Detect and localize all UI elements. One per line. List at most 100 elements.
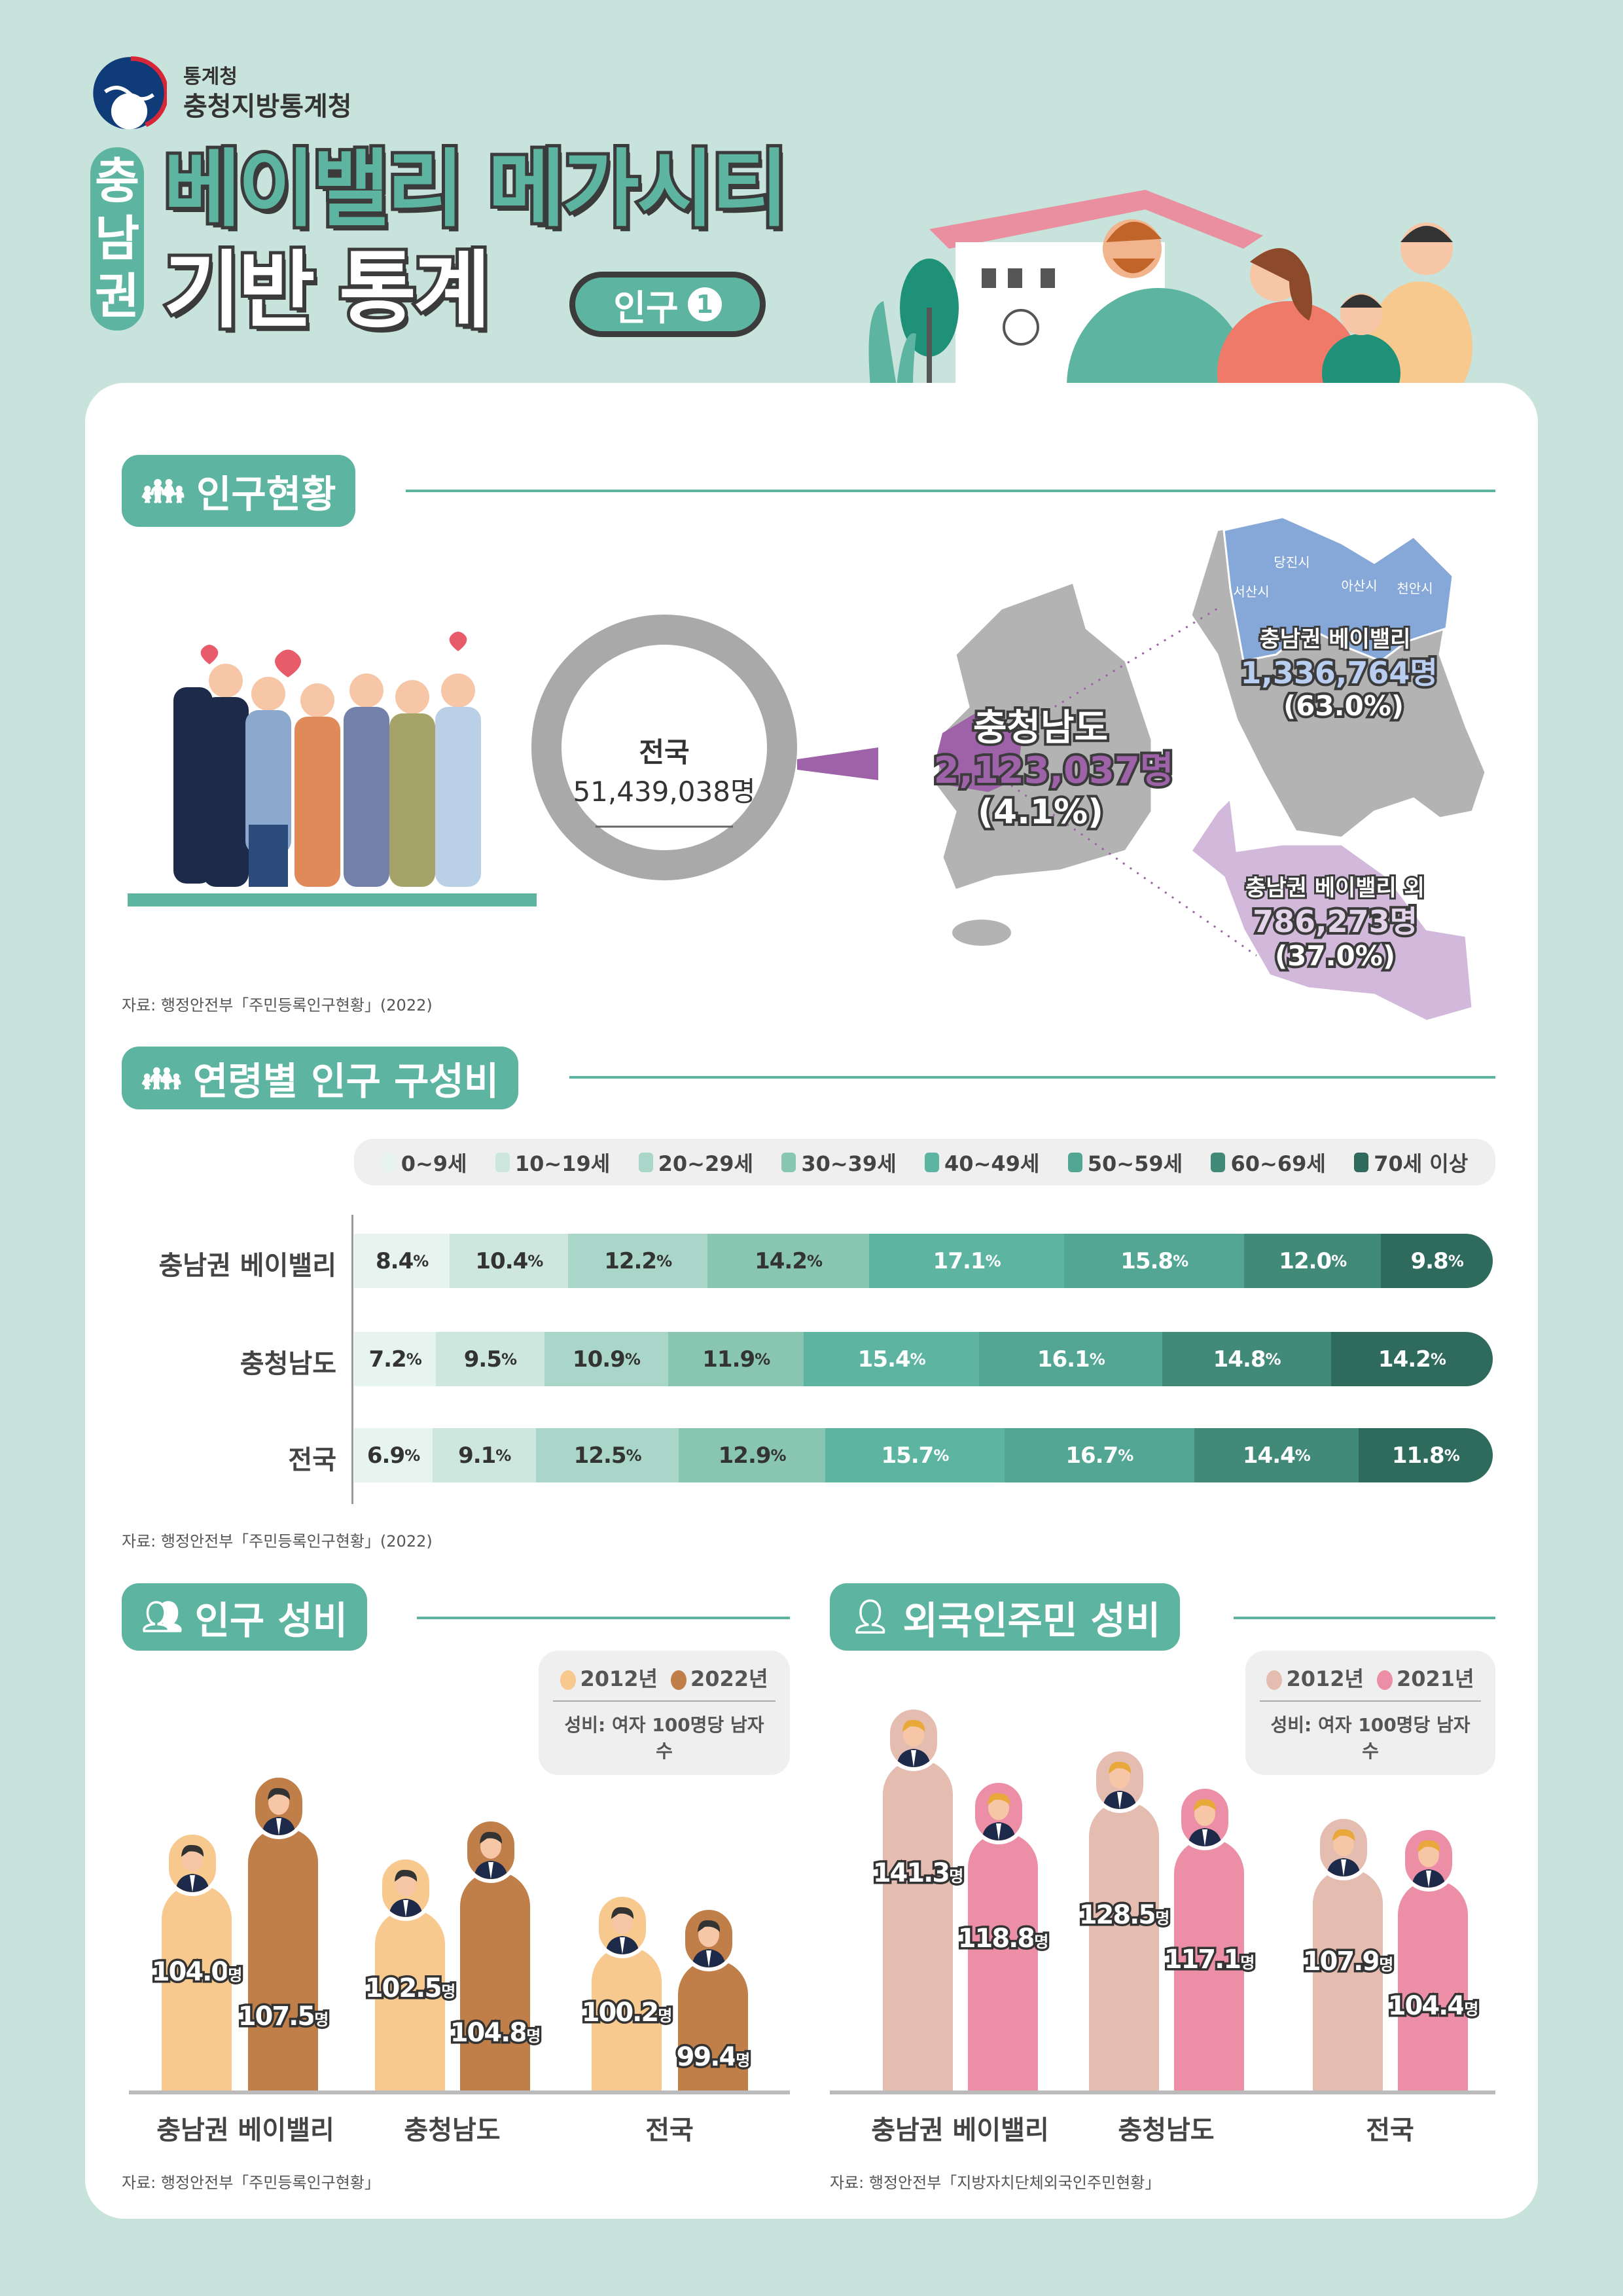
- title-char: 충: [94, 153, 140, 209]
- legend-item: 2012년: [1266, 1662, 1364, 1693]
- unit-label: 명: [947, 1865, 966, 1888]
- data-label: 104.4명: [1385, 1989, 1481, 2025]
- legend-swatch: [1354, 1152, 1369, 1172]
- bayvalley-label: 충남권 베이밸리: [1258, 626, 1413, 653]
- data-label: 102.5명: [363, 1971, 458, 2007]
- man-avatar-icon: [1316, 1814, 1371, 1880]
- legend-label: 2012년: [580, 1666, 658, 1691]
- value-text: 107.5: [236, 2000, 317, 2034]
- unit-label: 명: [1153, 1907, 1172, 1929]
- divider: [1234, 1617, 1495, 1619]
- source-note: 자료: 행정안전부「주민등록인구현황」: [122, 2174, 380, 2192]
- unit-label: %: [1173, 1251, 1188, 1270]
- page-title-line2: 기반 통계: [160, 242, 494, 340]
- man-avatar-icon: [378, 1855, 433, 1921]
- data-label: 11.8: [1391, 1442, 1445, 1469]
- unit-label: %: [910, 1350, 926, 1369]
- bar-segment: 15.7%: [825, 1428, 1005, 1482]
- legend-label: 50~59세: [1087, 1151, 1183, 1176]
- unit-label: 명: [524, 2024, 543, 2047]
- legend-swatch: [638, 1152, 653, 1172]
- unit-label: %: [1265, 1350, 1281, 1369]
- data-label: 12.9: [718, 1442, 772, 1469]
- data-label: 117.1명: [1162, 1942, 1257, 1979]
- man-avatar-icon: [165, 1831, 220, 1896]
- unit-note: 성비: 여자 100명당 남자 수: [1270, 1714, 1471, 1762]
- chart-baseline: [129, 2090, 790, 2094]
- legend-item: 2021년: [1377, 1662, 1474, 1693]
- org-small-name: 통계청: [183, 65, 238, 88]
- column-bar: [1089, 1801, 1159, 2090]
- bayvalley-region: [1222, 516, 1454, 662]
- data-label: 11.9: [702, 1346, 755, 1372]
- column-bar: [1313, 1868, 1383, 2090]
- man-avatar-icon: [1092, 1747, 1147, 1813]
- bar-segment: 11.9%: [668, 1332, 804, 1386]
- unit-label: 명: [656, 2005, 675, 2028]
- column-bar: [375, 1909, 445, 2090]
- korea-mainland: [935, 581, 1153, 891]
- legend-item: 20~29세: [638, 1147, 753, 1177]
- data-label: 12.5: [573, 1442, 627, 1469]
- source-note: 자료: 행정안전부「주민등록인구현황」(2022): [122, 1532, 433, 1551]
- people-icon: 👥︎: [141, 1598, 183, 1636]
- legend-swatch: [1377, 1670, 1393, 1690]
- category-label: 충청남도: [404, 2115, 501, 2145]
- row-label: 충청남도: [240, 1349, 336, 1379]
- legend-item: 2022년: [671, 1662, 768, 1693]
- foreigner-legend: 2012년 2021년 성비: 여자 100명당 남자 수: [1245, 1651, 1495, 1775]
- legend-label: 0~9세: [401, 1151, 467, 1176]
- man-avatar-icon: [971, 1779, 1026, 1844]
- man-avatar-icon: [1177, 1784, 1232, 1850]
- unit-label: %: [626, 1446, 642, 1465]
- data-label: 12.2: [604, 1247, 657, 1274]
- chungnam-value: 2,123,037명: [931, 749, 1177, 792]
- data-label: 9.8: [1410, 1247, 1448, 1274]
- legend-label: 70세 이상: [1374, 1151, 1469, 1176]
- unit-label: %: [404, 1446, 420, 1465]
- man-avatar-icon: [886, 1705, 941, 1771]
- category-label: 충남권 베이밸리: [871, 2115, 1049, 2145]
- family-illustration: [868, 190, 1472, 386]
- bar-segment: 14.2%: [1330, 1332, 1493, 1386]
- column-bar: [248, 1827, 318, 2090]
- column-bar: [678, 1960, 748, 2090]
- unit-label: 명: [226, 1964, 245, 1987]
- column-bar: [460, 1871, 530, 2090]
- bar-segment: 14.4%: [1194, 1428, 1359, 1482]
- people-illustration: [128, 632, 537, 906]
- city-label: 서산시: [1233, 584, 1270, 600]
- unit-label: %: [1331, 1251, 1347, 1270]
- jeju-island: [952, 920, 1011, 946]
- unit-label: %: [624, 1350, 641, 1369]
- bar-segment: 12.5%: [536, 1428, 679, 1482]
- donut-ring: [531, 615, 797, 880]
- unit-label: %: [527, 1251, 543, 1270]
- unit-label: %: [1444, 1446, 1460, 1465]
- legend-item: 40~49세: [925, 1147, 1039, 1177]
- divider: [417, 1617, 790, 1619]
- bar-segment: 8.4%: [354, 1234, 450, 1288]
- category-label: 충남권 베이밸리: [156, 2115, 334, 2145]
- bar-segment: 10.4%: [450, 1234, 569, 1288]
- unit-label: 명: [1238, 1951, 1257, 1974]
- unit-label: 명: [1462, 1998, 1481, 2021]
- legend-swatch: [671, 1670, 687, 1690]
- unit-label: %: [933, 1446, 949, 1465]
- bar-segment: 12.2%: [568, 1234, 707, 1288]
- legend-swatch: [381, 1152, 396, 1172]
- bar-segment: 9.5%: [436, 1332, 544, 1386]
- category-label: 전국: [1366, 2115, 1414, 2145]
- page-title-line1: 베이밸리 메가시티: [160, 140, 792, 239]
- section-header-age: 👪︎ 연령별 인구 구성비: [122, 1047, 519, 1109]
- legend-item: 70세 이상: [1354, 1147, 1468, 1177]
- city-label: 천안시: [1397, 581, 1433, 596]
- section-title: 외국인주민 성비: [902, 1598, 1161, 1643]
- national-donut: [531, 615, 878, 880]
- value-text: 104.8: [448, 2015, 529, 2050]
- legend-label: 2022년: [690, 1666, 768, 1691]
- y-axis-line: [351, 1215, 353, 1504]
- data-label: 8.4: [376, 1247, 414, 1274]
- unit-label: %: [1294, 1446, 1311, 1465]
- data-label: 12.0: [1279, 1247, 1332, 1274]
